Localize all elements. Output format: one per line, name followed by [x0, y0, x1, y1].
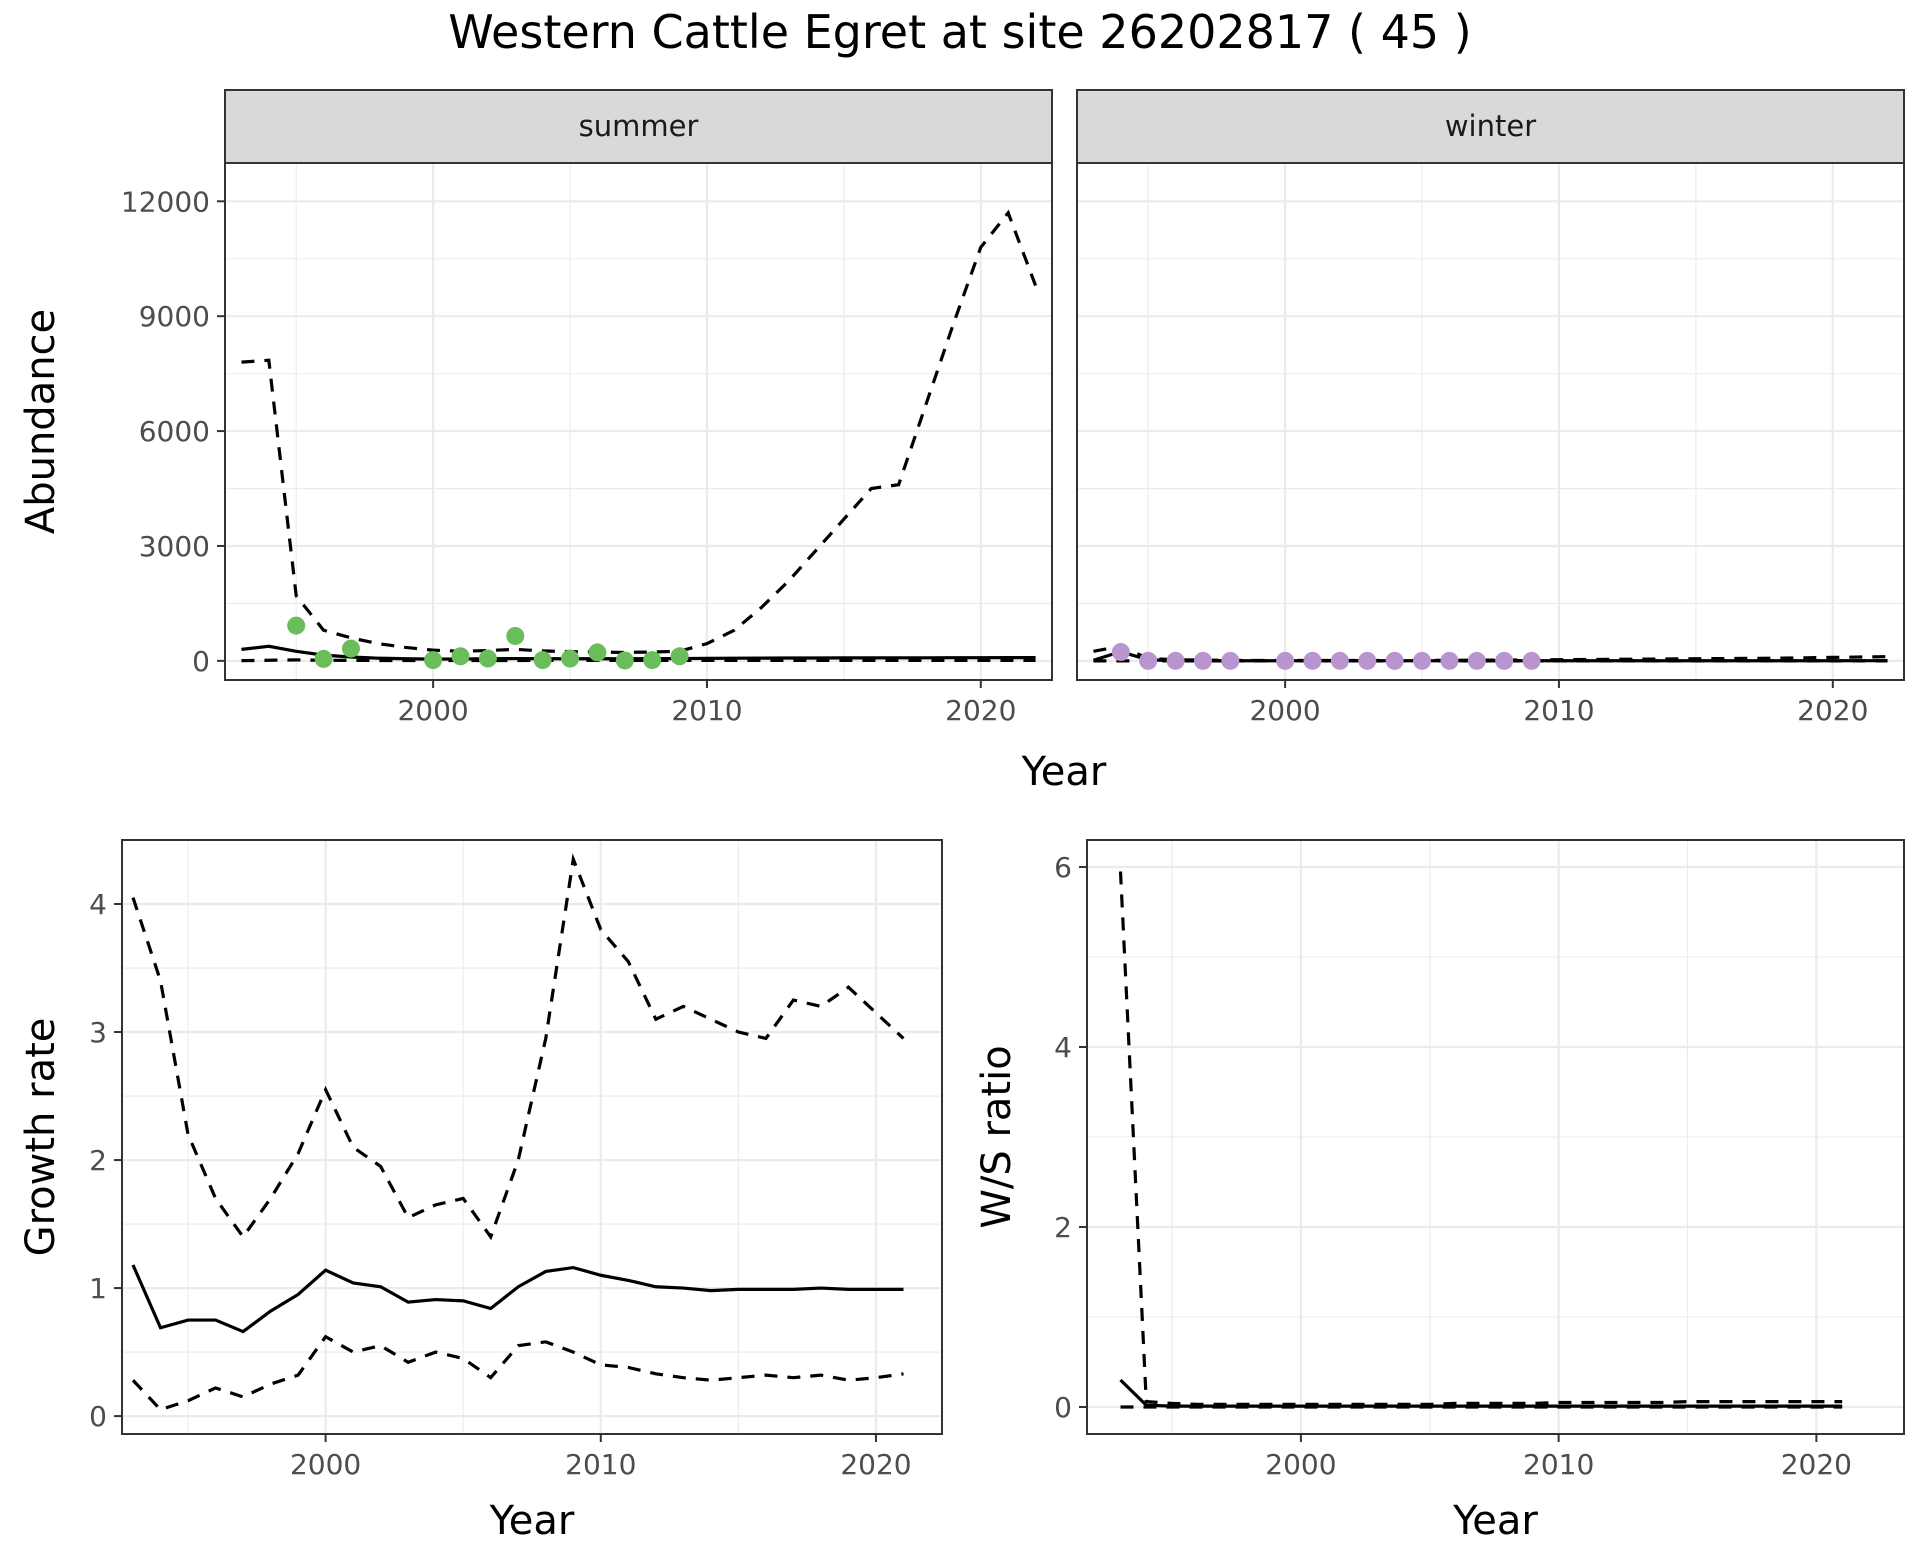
abundance-summer-point	[478, 649, 497, 668]
growth-y-tick-label: 1	[89, 1272, 107, 1305]
ratio-panel-border	[1086, 839, 1905, 1435]
ratio-x-tick-label: 2000	[1265, 1448, 1336, 1481]
abundance-winter-strip	[1076, 89, 1905, 164]
abundance-winter-point	[1221, 651, 1240, 670]
abundance-y-axis-title: Abundance	[18, 309, 64, 534]
abundance-summer-y-tick-label: 12000	[121, 185, 210, 218]
growth-y-tick-label: 0	[89, 1400, 107, 1433]
growth-panel-border	[121, 839, 943, 1435]
abundance-summer-series-solid-line-1	[241, 644, 1036, 661]
ratio-y-tick-label: 0	[1054, 1391, 1072, 1424]
abundance-summer-series-dashed-line-0	[241, 209, 1038, 655]
growth-panel: 2000 2010 2020 0 1 2 3 4	[89, 839, 943, 1481]
abundance-winter-point	[1166, 651, 1185, 670]
abundance-summer-point	[533, 651, 552, 670]
abundance-winter-point	[1385, 651, 1404, 670]
ratio-series-solid-line-1	[1119, 1378, 1843, 1408]
abundance-winter-panel: winter 2000 2010 2020	[1076, 89, 1905, 727]
abundance-summer-point	[670, 647, 689, 666]
growth-y-tick-label: 2	[89, 1144, 107, 1177]
ratio-x-axis-title: Year	[1452, 1498, 1538, 1544]
abundance-summer-y-tick-label: 9000	[139, 300, 210, 333]
growth-series-dashed-line-2	[131, 1334, 904, 1412]
abundance-summer-point	[561, 649, 580, 668]
growth-x-tick-label: 2020	[840, 1448, 911, 1481]
abundance-summer-y-tick-label: 0	[192, 645, 210, 678]
abundance-winter-panel-border	[1076, 162, 1905, 681]
growth-x-tick-label: 2010	[565, 1448, 636, 1481]
abundance-summer-point	[506, 626, 525, 645]
ratio-y-tick-label: 2	[1054, 1211, 1072, 1244]
ratio-series-dashed-line-0	[1118, 871, 1843, 1406]
abundance-winter-point	[1193, 651, 1212, 670]
abundance-summer-point	[643, 651, 662, 670]
abundance-winter-point	[1467, 651, 1486, 670]
abundance-summer-x-tick-label: 2000	[397, 694, 468, 727]
abundance-winter-point	[1440, 651, 1459, 670]
ratio-x-tick-label: 2020	[1781, 1448, 1852, 1481]
figure-title: Western Cattle Egret at site 26202817 ( …	[448, 5, 1471, 59]
growth-y-axis-title: Growth rate	[18, 1018, 64, 1257]
abundance-winter-point	[1413, 651, 1432, 670]
abundance-summer-x-tick-label: 2020	[945, 694, 1016, 727]
abundance-summer-series-dashed-line-2	[241, 658, 1036, 663]
abundance-winter-point	[1522, 651, 1541, 670]
abundance-winter-point	[1111, 643, 1130, 662]
abundance-summer-point	[341, 639, 360, 658]
abundance-x-axis-title: Year	[1021, 749, 1107, 795]
abundance-summer-panel-border	[224, 162, 1053, 681]
ratio-panel: 2000 2010 2020 0 2 4 6	[1054, 839, 1905, 1481]
abundance-summer-x-tick-label: 2010	[671, 694, 742, 727]
abundance-winter-point	[1358, 651, 1377, 670]
abundance-summer-point	[588, 643, 607, 662]
growth-x-axis-title: Year	[489, 1498, 575, 1544]
abundance-winter-series-dashed-line-0	[1093, 644, 1888, 663]
growth-y-tick-label: 4	[89, 888, 107, 921]
ratio-y-tick-label: 6	[1054, 851, 1072, 884]
abundance-winter-point	[1495, 651, 1514, 670]
ratio-y-tick-label: 4	[1054, 1031, 1072, 1064]
abundance-winter-strip-label: winter	[1445, 109, 1536, 143]
abundance-summer-panel: summer 2000 2010 2020 0 3000 6000 9000 12000	[121, 89, 1053, 727]
abundance-summer-point	[314, 649, 333, 668]
abundance-winter-point	[1330, 651, 1349, 670]
ratio-x-tick-label: 2010	[1523, 1448, 1594, 1481]
abundance-summer-point	[424, 651, 443, 670]
abundance-summer-point	[287, 616, 306, 635]
abundance-summer-strip-label: summer	[579, 109, 699, 143]
abundance-summer-point	[451, 647, 470, 666]
ratio-y-axis-title: W/S ratio	[974, 1045, 1020, 1228]
growth-series-solid-line-1	[131, 1264, 904, 1334]
abundance-summer-y-tick-label: 6000	[139, 415, 210, 448]
growth-y-tick-label: 3	[89, 1016, 107, 1049]
abundance-winter-point	[1303, 651, 1322, 670]
abundance-summer-strip	[224, 89, 1053, 164]
abundance-summer-y-tick-label: 3000	[139, 530, 210, 563]
growth-series-dashed-line-0	[131, 853, 905, 1241]
abundance-winter-x-tick-label: 2020	[1797, 694, 1868, 727]
abundance-winter-x-tick-label: 2010	[1523, 694, 1594, 727]
growth-x-tick-label: 2000	[290, 1448, 361, 1481]
abundance-winter-point	[1276, 651, 1295, 670]
abundance-winter-x-tick-label: 2000	[1249, 694, 1320, 727]
abundance-winter-point	[1139, 651, 1158, 670]
abundance-summer-point	[615, 651, 634, 670]
